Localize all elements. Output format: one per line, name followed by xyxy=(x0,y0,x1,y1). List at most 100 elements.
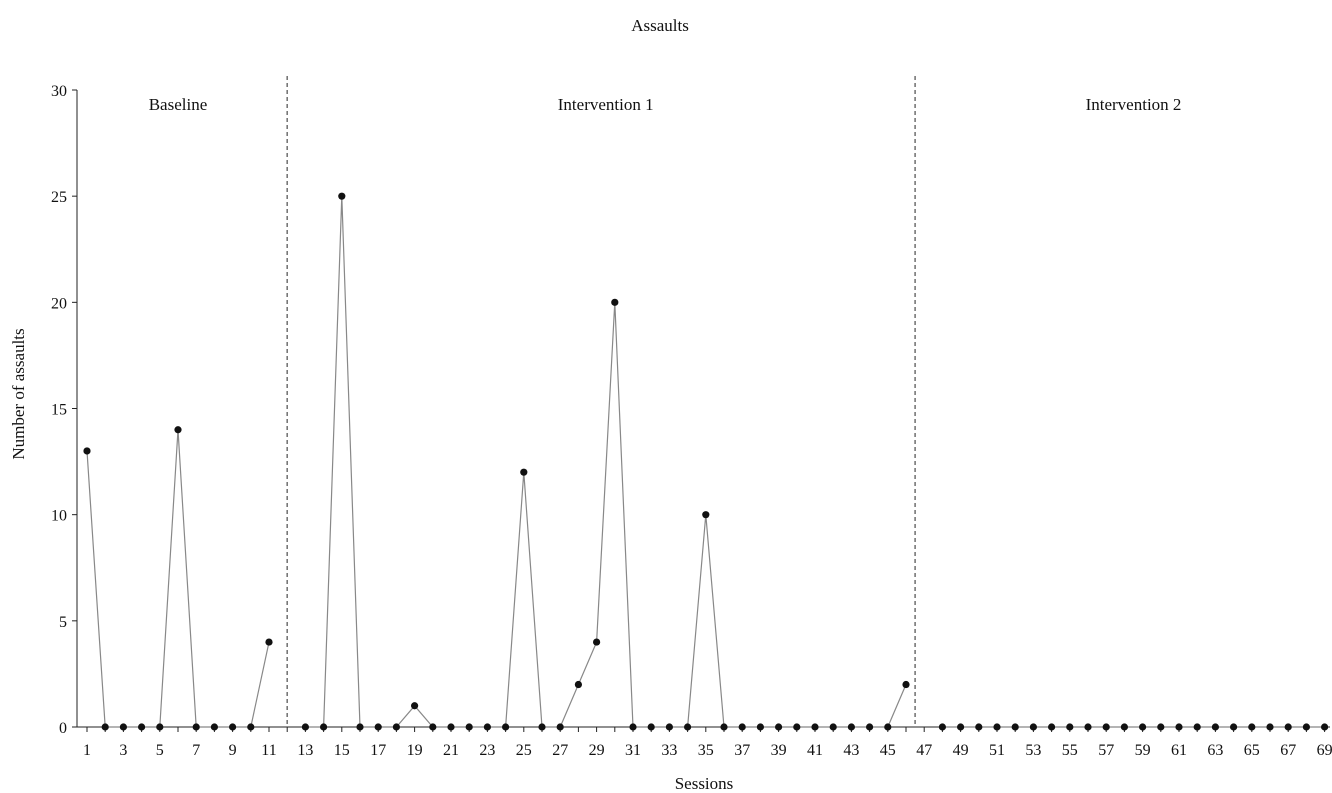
data-point xyxy=(174,426,182,434)
data-series xyxy=(83,192,1329,731)
x-tick-label: 55 xyxy=(1062,742,1078,759)
data-point xyxy=(483,723,491,731)
data-point xyxy=(611,298,619,306)
x-tick-label: 43 xyxy=(843,742,859,759)
data-point xyxy=(392,723,400,731)
data-point xyxy=(793,723,801,731)
x-tick-label: 19 xyxy=(407,742,423,759)
y-tick-label: 30 xyxy=(51,83,67,100)
data-point xyxy=(411,702,419,710)
x-tick-label: 51 xyxy=(989,742,1005,759)
data-point xyxy=(1120,723,1128,731)
data-point xyxy=(1175,723,1183,731)
x-tick-label: 1 xyxy=(83,742,91,759)
data-point xyxy=(1157,723,1165,731)
x-tick-label: 3 xyxy=(119,742,127,759)
series-line-2 xyxy=(305,196,907,728)
data-point xyxy=(884,723,892,731)
x-tick-label: 27 xyxy=(552,742,568,759)
x-tick-label: 65 xyxy=(1244,742,1260,759)
data-point xyxy=(1284,723,1292,731)
y-axis-label: Number of assaults xyxy=(9,328,28,459)
data-point xyxy=(338,192,346,200)
y-tick-label: 10 xyxy=(51,508,67,525)
data-point xyxy=(665,723,674,731)
phase-lines: Baseline Intervention 1 Intervention 2 xyxy=(149,76,1182,727)
data-point xyxy=(101,723,109,731)
y-tick-label: 0 xyxy=(59,720,67,737)
series-line-1 xyxy=(86,429,270,728)
data-point xyxy=(1102,723,1110,731)
data-point xyxy=(738,723,746,731)
data-point xyxy=(1230,723,1238,731)
x-tick-label: 67 xyxy=(1280,742,1296,759)
data-point xyxy=(429,723,437,731)
data-point xyxy=(1266,723,1274,731)
x-tick-label: 5 xyxy=(156,742,164,759)
data-point xyxy=(775,723,783,731)
data-point xyxy=(866,723,874,731)
data-point xyxy=(265,638,273,646)
x-tick-label: 35 xyxy=(698,742,714,759)
x-tick-label: 41 xyxy=(807,742,823,759)
data-point xyxy=(1048,723,1056,731)
phase-label: Intervention 2 xyxy=(1086,95,1182,114)
x-axis-label: Sessions xyxy=(675,774,734,793)
x-tick-label: 25 xyxy=(516,742,532,759)
data-point xyxy=(374,723,382,731)
x-tick-label: 49 xyxy=(953,742,969,759)
y-tick-label: 15 xyxy=(51,402,67,419)
data-point xyxy=(702,511,710,519)
data-point xyxy=(629,723,637,731)
y-tick-label: 25 xyxy=(51,189,67,206)
data-point xyxy=(756,723,765,731)
data-point xyxy=(684,723,692,731)
x-tick-label: 29 xyxy=(589,742,605,759)
x-tick-label: 17 xyxy=(370,742,386,759)
data-point xyxy=(520,468,528,476)
x-tick-label: 21 xyxy=(443,742,459,759)
data-point xyxy=(247,723,255,731)
data-point xyxy=(847,723,856,731)
data-point xyxy=(902,680,910,689)
x-tick-label: 69 xyxy=(1317,742,1332,759)
x-tick-label: 45 xyxy=(880,742,896,759)
x-tick-label: 61 xyxy=(1171,742,1187,759)
x-tick-label: 31 xyxy=(625,742,641,759)
phase-label: Intervention 1 xyxy=(558,95,654,114)
data-point xyxy=(720,723,728,731)
x-tick-label: 11 xyxy=(261,742,276,759)
x-tick-label: 47 xyxy=(916,742,932,759)
data-point xyxy=(1211,723,1219,731)
data-point xyxy=(556,723,564,731)
data-point xyxy=(1029,723,1037,731)
phase-label: Baseline xyxy=(149,95,208,114)
data-point xyxy=(975,723,983,731)
data-point xyxy=(83,447,91,455)
x-tick-label: 63 xyxy=(1207,742,1223,759)
data-point xyxy=(447,723,455,731)
data-point xyxy=(1248,723,1256,731)
data-point xyxy=(156,723,164,731)
data-point xyxy=(993,723,1001,731)
y-tick-label: 20 xyxy=(51,295,67,312)
x-tick-label: 37 xyxy=(734,742,750,759)
x-tick-label: 39 xyxy=(771,742,787,759)
data-point xyxy=(811,723,819,731)
data-point xyxy=(1302,723,1310,731)
data-point xyxy=(210,723,218,731)
x-tick-label: 15 xyxy=(334,742,350,759)
data-point xyxy=(138,723,146,731)
data-point xyxy=(1139,723,1147,731)
data-point xyxy=(938,723,947,731)
data-point xyxy=(1084,723,1092,731)
x-tick-label: 33 xyxy=(661,742,677,759)
data-point xyxy=(1321,723,1329,731)
data-point xyxy=(1011,723,1019,731)
x-tick-label: 53 xyxy=(1025,742,1041,759)
x-tick-label: 59 xyxy=(1135,742,1151,759)
data-point xyxy=(320,723,328,731)
data-point xyxy=(829,723,837,731)
